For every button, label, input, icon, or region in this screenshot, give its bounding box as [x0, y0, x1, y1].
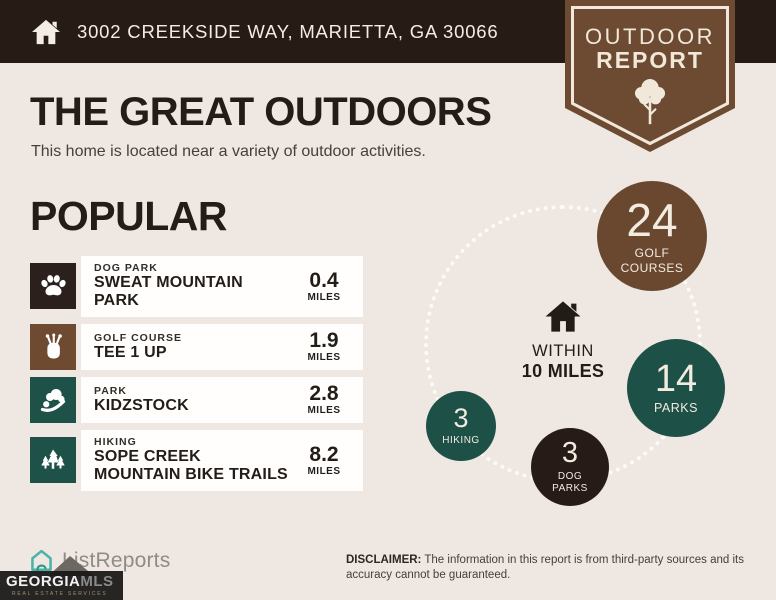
house-icon: [545, 301, 581, 332]
item-distance: 2.8 MILES: [307, 382, 341, 417]
item-category: PARK: [94, 384, 127, 397]
listreports-logo: ListReports: [28, 547, 170, 574]
disclaimer-label: DISCLAIMER:: [346, 554, 422, 566]
item-distance: 1.9 MILES: [307, 329, 341, 364]
within-label: WITHIN: [532, 342, 594, 360]
disclaimer: DISCLAIMER: The information in this repo…: [346, 553, 758, 583]
park-tile: [30, 376, 76, 423]
list-item: PARK KIDZSTOCK 2.8 MILES: [30, 376, 363, 423]
property-address: 3002 CREEKSIDE WAY, MARIETTA, GA 30066: [77, 20, 499, 42]
item-category: DOG PARK: [94, 262, 158, 274]
badge-line1: OUTDOOR: [585, 24, 715, 49]
list-item-card: HIKING SOPE CREEK MOUNTAIN BIKE TRAILS 8…: [81, 429, 363, 491]
miles-label: 10 MILES: [521, 361, 605, 381]
listreports-label: ListReports: [62, 548, 171, 572]
badge-shape: [565, 0, 735, 152]
list-item: HIKING SOPE CREEK MOUNTAIN BIKE TRAILS 8…: [30, 429, 363, 491]
georgiamls-name: GEORGIA: [6, 573, 81, 590]
pine-trees-icon: [41, 449, 65, 469]
playground-icon: [40, 388, 66, 412]
stat-bubble-parks: 14 PARKS: [627, 339, 725, 437]
georgiamls-logo: GEORGIAMLS REAL ESTATE SERVICES: [0, 571, 123, 600]
radius-center: WITHIN 10 MILES: [503, 299, 623, 382]
item-category: HIKING: [94, 435, 137, 448]
house-swirl-icon: [31, 549, 52, 572]
popular-list: DOG PARK SWEAT MOUNTAIN PARK 0.4 MILES: [30, 256, 363, 498]
dog-park-tile: [30, 263, 76, 310]
stat-bubble-golf-courses: 24 GOLF COURSES: [597, 181, 707, 291]
item-distance: 8.2 MILES: [307, 442, 341, 477]
page-title: THE GREAT OUTDOORS: [30, 90, 492, 134]
badge-line2: REPORT: [596, 47, 704, 73]
list-item: DOG PARK SWEAT MOUNTAIN PARK 0.4 MILES: [30, 256, 363, 317]
list-item-card: GOLF COURSE TEE 1 UP 1.9 MILES: [81, 323, 363, 370]
georgiamls-tagline: REAL ESTATE SERVICES: [11, 591, 108, 597]
item-distance: 0.4 MILES: [307, 268, 341, 303]
golf-bag-icon: [45, 333, 62, 359]
disclaimer-text: The information in this report is from t…: [346, 554, 744, 582]
page-subtitle: This home is located near a variety of o…: [31, 143, 426, 160]
item-name: SWEAT MOUNTAIN PARK: [94, 274, 243, 310]
hiking-tile: [30, 437, 76, 484]
item-name: TEE 1 UP: [94, 343, 167, 361]
paw-icon: [41, 275, 66, 296]
stat-bubble-hiking: 3 HIKING: [426, 391, 496, 461]
house-icon: [32, 19, 60, 44]
list-item: GOLF COURSE TEE 1 UP 1.9 MILES: [30, 323, 363, 370]
item-category: GOLF COURSE: [94, 331, 183, 344]
stat-bubble-dog-parks: 3 DOG PARKS: [531, 428, 609, 506]
golf-course-tile: [30, 323, 76, 370]
outdoor-report-badge: OUTDOOR REPORT: [565, 0, 735, 152]
list-item-card: DOG PARK SWEAT MOUNTAIN PARK 0.4 MILES: [81, 256, 363, 317]
tree-icon: [634, 79, 666, 125]
popular-heading: POPULAR: [30, 193, 227, 239]
item-name: KIDZSTOCK: [94, 396, 189, 414]
list-item-card: PARK KIDZSTOCK 2.8 MILES: [81, 376, 363, 423]
item-name: SOPE CREEK MOUNTAIN BIKE TRAILS: [94, 447, 288, 484]
